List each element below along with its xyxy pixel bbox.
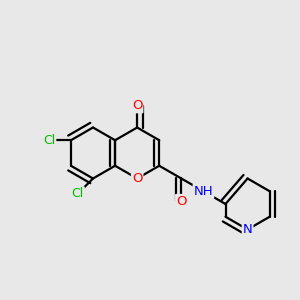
Text: O: O bbox=[176, 195, 187, 208]
Text: N: N bbox=[243, 223, 253, 236]
Text: O: O bbox=[132, 99, 142, 112]
Text: Cl: Cl bbox=[72, 187, 84, 200]
Text: O: O bbox=[132, 172, 142, 185]
Text: NH: NH bbox=[194, 185, 213, 198]
Text: Cl: Cl bbox=[43, 134, 56, 147]
